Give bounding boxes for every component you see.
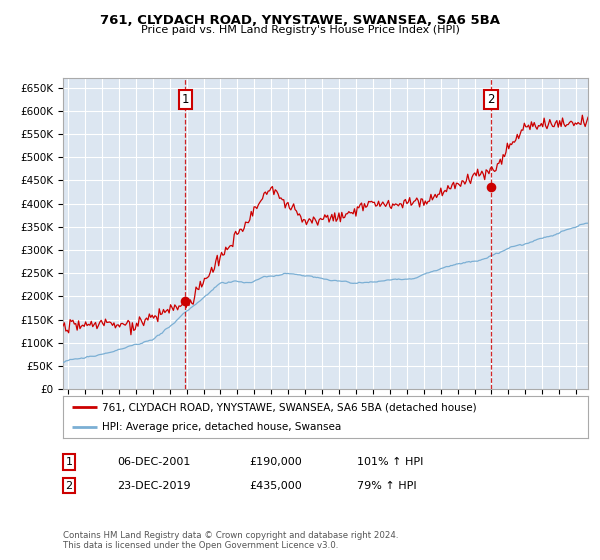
Text: Price paid vs. HM Land Registry's House Price Index (HPI): Price paid vs. HM Land Registry's House … — [140, 25, 460, 35]
Text: 79% ↑ HPI: 79% ↑ HPI — [357, 480, 416, 491]
Text: 23-DEC-2019: 23-DEC-2019 — [117, 480, 191, 491]
Text: 101% ↑ HPI: 101% ↑ HPI — [357, 457, 424, 467]
Point — [181, 297, 190, 306]
Text: 2: 2 — [487, 93, 495, 106]
Text: Contains HM Land Registry data © Crown copyright and database right 2024.
This d: Contains HM Land Registry data © Crown c… — [63, 531, 398, 550]
Text: 2: 2 — [65, 480, 73, 491]
Text: 761, CLYDACH ROAD, YNYSTAWE, SWANSEA, SA6 5BA: 761, CLYDACH ROAD, YNYSTAWE, SWANSEA, SA… — [100, 14, 500, 27]
Text: 1: 1 — [65, 457, 73, 467]
Text: 06-DEC-2001: 06-DEC-2001 — [117, 457, 190, 467]
Text: HPI: Average price, detached house, Swansea: HPI: Average price, detached house, Swan… — [103, 422, 341, 432]
Text: 761, CLYDACH ROAD, YNYSTAWE, SWANSEA, SA6 5BA (detached house): 761, CLYDACH ROAD, YNYSTAWE, SWANSEA, SA… — [103, 402, 477, 412]
Text: 1: 1 — [182, 93, 189, 106]
Point — [487, 183, 496, 192]
Text: £435,000: £435,000 — [249, 480, 302, 491]
Text: £190,000: £190,000 — [249, 457, 302, 467]
